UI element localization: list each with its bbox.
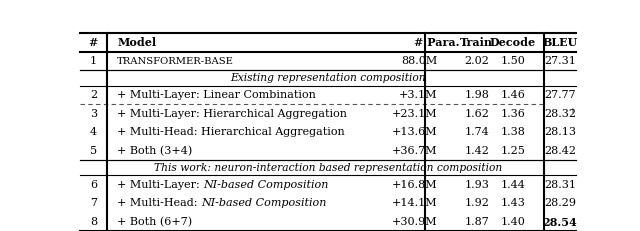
Text: NI-based Composition: NI-based Composition: [201, 198, 326, 208]
Text: 1.40: 1.40: [500, 217, 525, 227]
Text: 2.02: 2.02: [465, 56, 489, 66]
Text: + Multi-Head:: + Multi-Head:: [117, 198, 201, 208]
Text: + Both (3+4): + Both (3+4): [117, 146, 193, 156]
Text: 7: 7: [90, 198, 97, 208]
Text: This work: neuron-interaction based representation composition: This work: neuron-interaction based repr…: [154, 163, 502, 173]
Text: TRANSFORMER-BASE: TRANSFORMER-BASE: [117, 57, 234, 66]
Text: BLEU: BLEU: [542, 37, 577, 48]
Text: Train: Train: [460, 37, 493, 48]
Text: 6: 6: [90, 180, 97, 190]
Text: +13.6M: +13.6M: [392, 127, 437, 137]
Text: # Para.: # Para.: [414, 37, 460, 48]
Text: †: †: [571, 106, 575, 114]
Text: 1.38: 1.38: [500, 127, 525, 137]
Text: 88.0M: 88.0M: [401, 56, 437, 66]
Text: 28.54: 28.54: [543, 216, 577, 228]
Text: 28.31: 28.31: [544, 180, 576, 190]
Text: 1.44: 1.44: [500, 180, 525, 190]
Text: 1.98: 1.98: [465, 90, 489, 100]
Text: +30.9M: +30.9M: [392, 217, 437, 227]
Text: NI-based Composition: NI-based Composition: [204, 180, 329, 190]
Text: 28.32: 28.32: [544, 109, 576, 119]
Text: 27.31: 27.31: [544, 56, 576, 66]
Text: 1.25: 1.25: [500, 146, 525, 156]
Text: 4: 4: [90, 127, 97, 137]
Text: 1.42: 1.42: [465, 146, 489, 156]
Text: 1: 1: [90, 56, 97, 66]
Text: 1.92: 1.92: [465, 198, 489, 208]
Text: 1.74: 1.74: [465, 127, 489, 137]
Text: #: #: [89, 37, 98, 48]
Text: + Both (6+7): + Both (6+7): [117, 217, 193, 227]
Text: 8: 8: [90, 217, 97, 227]
Text: Decode: Decode: [490, 37, 536, 48]
Text: 1.43: 1.43: [500, 198, 525, 208]
Text: 2: 2: [90, 90, 97, 100]
Text: +23.1M: +23.1M: [392, 109, 437, 119]
Text: + Multi-Layer: Hierarchical Aggregation: + Multi-Layer: Hierarchical Aggregation: [117, 109, 347, 119]
Text: 28.29: 28.29: [544, 198, 576, 208]
Text: 1.50: 1.50: [500, 56, 525, 66]
Text: + Multi-Layer: Linear Combination: + Multi-Layer: Linear Combination: [117, 90, 316, 100]
Text: +14.1M: +14.1M: [392, 198, 437, 208]
Text: + Multi-Head: Hierarchical Aggregation: + Multi-Head: Hierarchical Aggregation: [117, 127, 345, 137]
Text: 1.36: 1.36: [500, 109, 525, 119]
Text: 1.87: 1.87: [465, 217, 489, 227]
Text: 1.46: 1.46: [500, 90, 525, 100]
Text: Existing representation composition: Existing representation composition: [230, 73, 426, 83]
Text: +16.8M: +16.8M: [392, 180, 437, 190]
Text: 27.77: 27.77: [544, 90, 576, 100]
Text: 3: 3: [90, 109, 97, 119]
Text: 5: 5: [90, 146, 97, 156]
Text: 1.62: 1.62: [465, 109, 489, 119]
Text: 28.13: 28.13: [544, 127, 576, 137]
Text: Model: Model: [117, 37, 156, 48]
Text: 1.93: 1.93: [465, 180, 489, 190]
Text: 28.42: 28.42: [544, 146, 576, 156]
Text: +3.1M: +3.1M: [399, 90, 437, 100]
Text: +36.7M: +36.7M: [392, 146, 437, 156]
Text: + Multi-Layer:: + Multi-Layer:: [117, 180, 204, 190]
